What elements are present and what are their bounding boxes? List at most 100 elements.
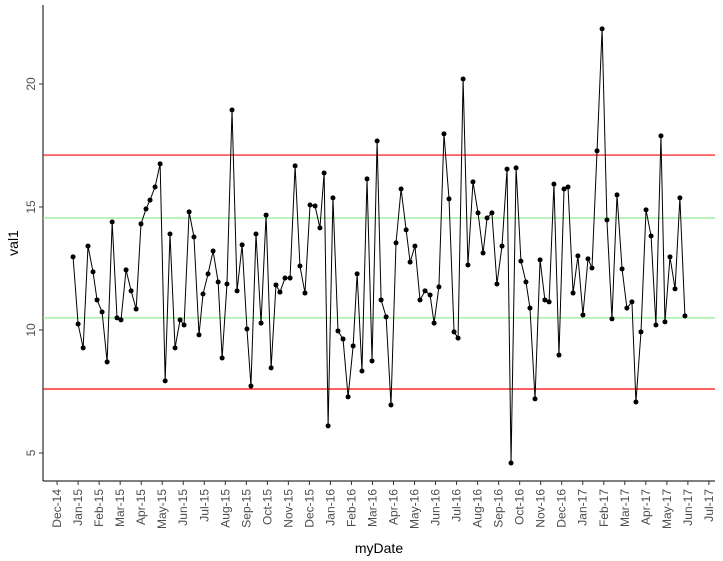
data-point [99, 309, 105, 315]
data-point [523, 279, 529, 285]
data-point [282, 275, 288, 281]
x-tick-label: Nov-16 [534, 489, 548, 528]
data-point [648, 233, 654, 239]
data-point [191, 234, 197, 240]
x-tick-label: Jan-17 [576, 489, 590, 526]
data-point [345, 394, 351, 400]
data-point [200, 291, 206, 297]
x-tick-label: Jul-15 [197, 489, 211, 522]
x-tick-label: Dec-16 [555, 489, 569, 528]
data-point [658, 133, 664, 139]
data-point [181, 322, 187, 328]
y-tick-label: 5 [24, 449, 38, 456]
x-tick-label: Jul-16 [450, 489, 464, 522]
data-point [147, 197, 153, 203]
x-tick-label: May-17 [660, 489, 674, 529]
x-tick-label: Feb-16 [344, 489, 358, 527]
data-point [417, 297, 423, 303]
data-point [585, 256, 591, 262]
x-tick-label: Jun-16 [429, 489, 443, 526]
data-point [234, 288, 240, 294]
data-point [465, 262, 471, 268]
x-tick-label: Apr-17 [639, 489, 653, 525]
data-point [431, 320, 437, 326]
data-point [378, 297, 384, 303]
data-point [580, 312, 586, 318]
data-point [85, 243, 91, 249]
data-point [80, 345, 86, 351]
data-point [427, 292, 433, 298]
data-point [403, 227, 409, 233]
data-point [138, 221, 144, 227]
data-point [128, 288, 134, 294]
data-point [662, 319, 668, 325]
data-point [383, 314, 389, 320]
data-point [205, 271, 211, 277]
data-point [123, 267, 129, 273]
data-point [594, 148, 600, 154]
data-point [653, 322, 659, 328]
data-point [273, 282, 279, 288]
data-point [297, 263, 303, 269]
data-point [307, 202, 313, 208]
data-point [152, 184, 158, 190]
x-tick-label: Mar-17 [618, 489, 632, 527]
data-point [518, 258, 524, 264]
data-point [317, 225, 323, 231]
x-tick-label: Aug-16 [471, 489, 485, 528]
data-point [167, 231, 173, 237]
data-point [104, 359, 110, 365]
data-point [643, 207, 649, 213]
data-point [229, 107, 235, 113]
data-point [455, 335, 461, 341]
data-point [258, 320, 264, 326]
data-point [412, 243, 418, 249]
data-point [133, 306, 139, 312]
data-point [561, 186, 567, 192]
data-point [398, 186, 404, 192]
data-point [551, 181, 557, 187]
data-point [527, 305, 533, 311]
data-point [537, 257, 543, 263]
data-point [508, 460, 514, 466]
x-tick-label: Jun-17 [681, 489, 695, 526]
x-tick-label: Mar-15 [113, 489, 127, 527]
x-tick-label: Feb-17 [597, 489, 611, 527]
x-tick-label: Sep-15 [239, 489, 253, 528]
data-point [335, 328, 341, 334]
data-point [312, 203, 318, 209]
x-tick-label: Feb-15 [92, 489, 106, 527]
data-point [75, 321, 81, 327]
x-tick-label: Dec-15 [302, 489, 316, 528]
data-point [575, 253, 581, 259]
x-tick-label: May-15 [155, 489, 169, 529]
data-point [374, 138, 380, 144]
data-point [114, 315, 120, 321]
data-point [624, 305, 630, 311]
data-point [350, 343, 356, 349]
data-point [546, 299, 552, 305]
y-tick-label: 20 [24, 77, 38, 91]
data-point [407, 259, 413, 265]
x-axis-title: myDate [355, 540, 403, 556]
data-point [484, 215, 490, 221]
data-point [565, 184, 571, 190]
x-tick-label: Oct-16 [513, 489, 527, 525]
data-point [422, 288, 428, 294]
x-tick-label: May-16 [408, 489, 422, 529]
data-point [667, 254, 673, 260]
data-point [672, 286, 678, 292]
data-point [70, 254, 76, 260]
data-point [393, 240, 399, 246]
x-tick-label: Jun-15 [176, 489, 190, 526]
data-point [325, 423, 331, 429]
data-point [292, 163, 298, 169]
data-point [118, 317, 124, 323]
x-tick-label: Nov-15 [281, 489, 295, 528]
data-point [302, 290, 308, 296]
data-point [451, 329, 457, 335]
data-point [224, 281, 230, 287]
x-tick-label: Apr-16 [387, 489, 401, 525]
x-tick-label: Aug-15 [218, 489, 232, 528]
data-point [609, 316, 615, 322]
